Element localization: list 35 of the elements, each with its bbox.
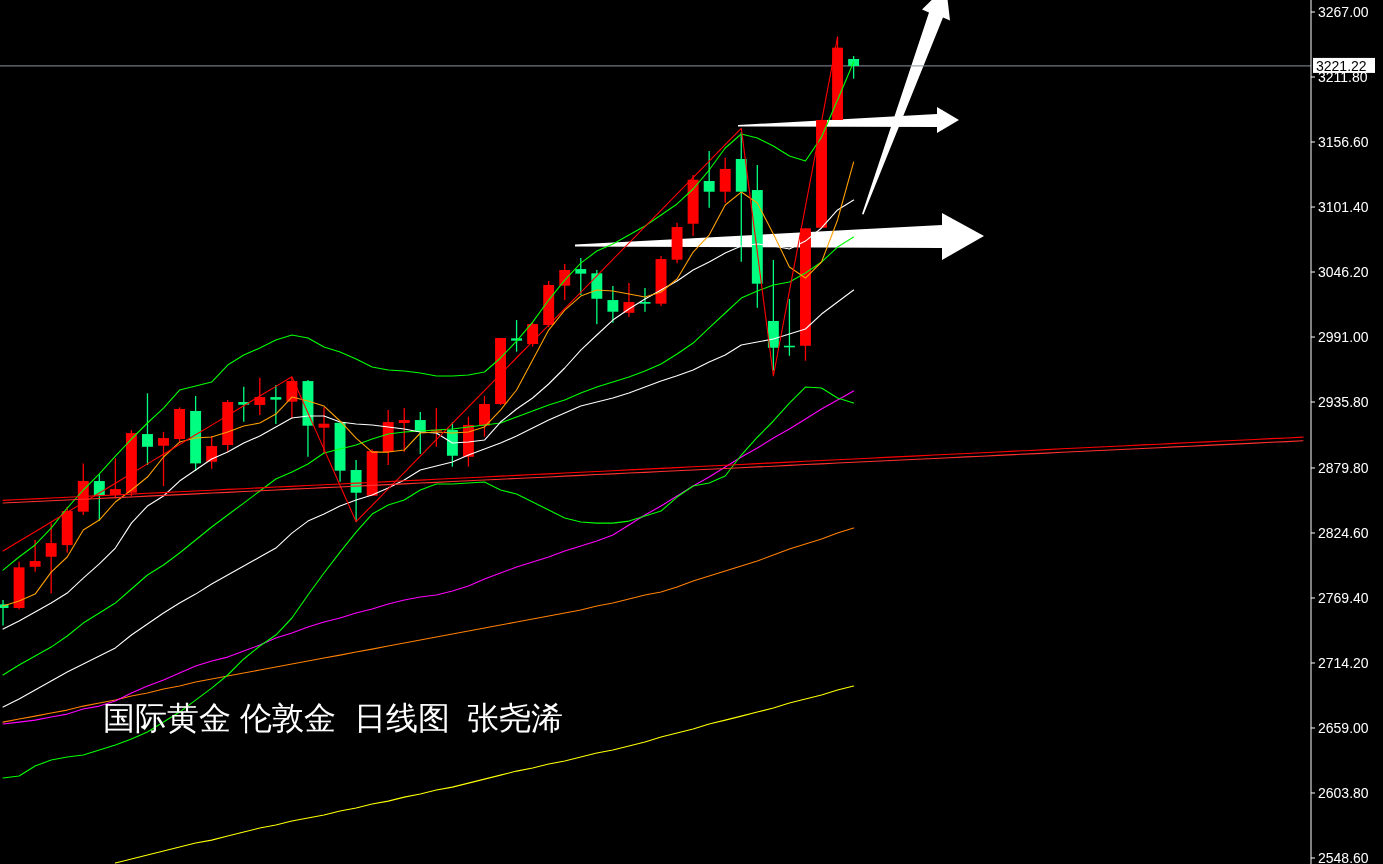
y-tick-label: 3046.20	[1318, 263, 1369, 280]
candlestick	[29, 539, 41, 573]
y-tick-label: 2824.60	[1318, 524, 1369, 541]
y-tick-label: 2714.20	[1318, 654, 1369, 671]
y-tick-label: 2769.40	[1318, 589, 1369, 606]
y-tick-label: 3267.00	[1318, 3, 1369, 20]
candlestick	[511, 319, 523, 353]
candlestick	[238, 386, 250, 423]
y-tick-label: 3156.60	[1318, 133, 1369, 150]
y-tick-label: 2659.00	[1318, 719, 1369, 736]
candlestick	[398, 407, 410, 453]
y-tick-label: 2548.60	[1318, 849, 1369, 864]
y-tick-label: 3101.40	[1318, 198, 1369, 215]
candlestick	[158, 431, 169, 487]
candlestick	[639, 287, 651, 313]
candlestick	[286, 376, 298, 419]
candlestick	[559, 263, 571, 301]
candlestick	[254, 377, 266, 416]
line-series	[2, 236, 855, 676]
y-tick-label: 2991.00	[1318, 328, 1369, 345]
candlestick	[479, 395, 490, 438]
y-tick-label: 2879.80	[1318, 459, 1369, 476]
candlestick	[719, 157, 731, 204]
candlestick	[414, 411, 426, 455]
y-tick-label: 2935.80	[1318, 393, 1369, 410]
candlestick	[607, 285, 619, 324]
candlestick	[142, 392, 153, 466]
candlestick	[575, 257, 587, 296]
candlestick	[527, 322, 539, 348]
candlestick	[206, 435, 218, 470]
candlestick	[703, 150, 715, 209]
candlestick	[318, 406, 330, 455]
text: 国际黄金 伦敦金 日线图 张尧浠	[103, 700, 564, 736]
y-tick-label: 2603.80	[1318, 784, 1369, 801]
candlestick	[270, 384, 282, 425]
